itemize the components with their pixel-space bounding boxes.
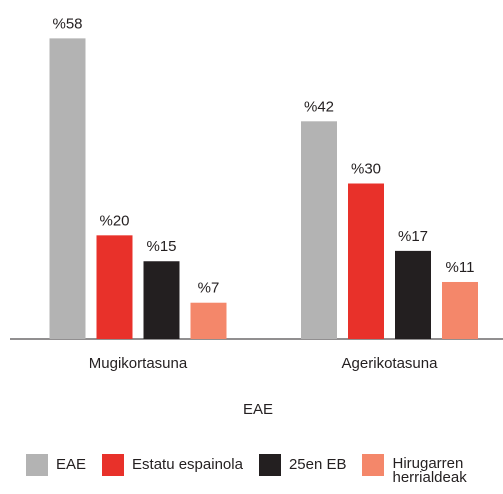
bar (143, 261, 180, 339)
data-label: %58 (52, 15, 82, 32)
data-label: %42 (304, 98, 334, 115)
bar (190, 302, 227, 339)
legend-swatch (102, 454, 125, 476)
legend-label: Estatu espainola (132, 456, 243, 473)
bar (395, 250, 431, 339)
x-tick-label: Mugikortasuna (89, 355, 188, 372)
data-label: %7 (198, 280, 220, 297)
legend-label: Hirugarren herrialdeak (392, 455, 467, 486)
bar (301, 121, 337, 339)
x-axis-label: EAE (243, 401, 273, 418)
legend-label: EAE (56, 456, 87, 473)
legend-label: 25en EB (288, 456, 347, 473)
chart: EAE Mugikortasuna %58 %20 %15 %7 Agerikotasun… (10, 15, 503, 418)
legend-swatch (258, 454, 281, 476)
data-label: %20 (99, 212, 129, 229)
data-label: %15 (146, 238, 176, 255)
bar (442, 281, 478, 339)
legend: EAE Estatu espainola 25en EB Hirugarren her… (26, 452, 480, 485)
legend-swatch (26, 454, 48, 476)
legend-item: Hirugarren herrialdeak (362, 452, 467, 486)
x-tick-label: Agerikotasuna (342, 355, 439, 372)
bar (348, 183, 384, 339)
legend-item: 25en EB (258, 452, 347, 476)
bar (96, 235, 133, 339)
legend-swatch (362, 454, 385, 476)
data-label: %30 (351, 160, 381, 177)
data-label: %11 (446, 259, 475, 276)
data-label: %17 (398, 228, 428, 245)
bar (49, 38, 86, 339)
legend-item: Estatu espainola (102, 452, 243, 476)
legend-item: EAE (26, 452, 86, 476)
